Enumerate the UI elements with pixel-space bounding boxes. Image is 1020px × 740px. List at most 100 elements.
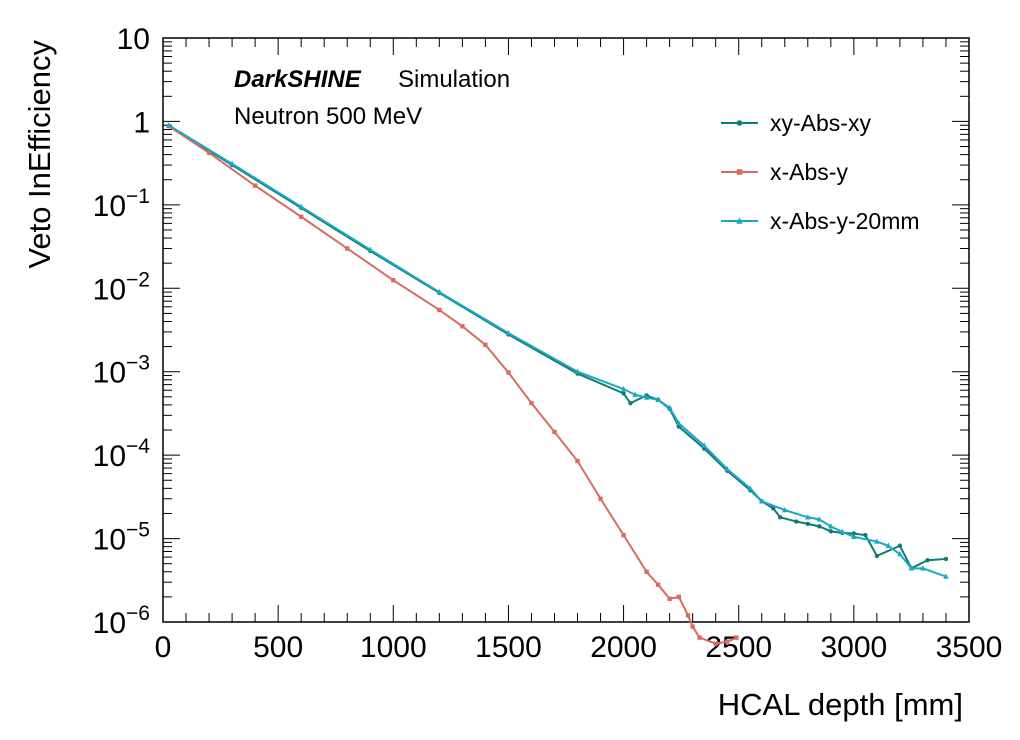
data-point [734, 635, 739, 640]
x-tick-label: 500 [253, 631, 303, 664]
data-point [816, 516, 823, 522]
x-tick-label: 1500 [475, 631, 542, 664]
data-point [345, 246, 350, 251]
data-point [851, 533, 857, 540]
y-tick-label: 1 [133, 106, 150, 139]
y-tick-label: 10−2 [93, 268, 150, 306]
series-line [168, 125, 947, 570]
data-point [817, 524, 822, 529]
data-point [805, 521, 810, 527]
y-tick-label: 10−6 [93, 602, 150, 640]
legend-entry: x-Abs-y-20mm [721, 208, 920, 234]
data-point [206, 150, 212, 156]
data-point [724, 465, 730, 472]
data-point [667, 596, 672, 601]
data-point [574, 368, 581, 374]
data-point [298, 214, 304, 219]
data-point [943, 556, 949, 562]
x-tick-label: 1000 [360, 631, 427, 664]
axis-ticks [162, 37, 970, 623]
series-x-Abs-y [166, 123, 739, 646]
data-point [863, 532, 868, 538]
data-point [851, 531, 857, 536]
data-point [598, 496, 603, 501]
data-point [575, 458, 580, 464]
y-tick-label: 10−5 [93, 519, 150, 557]
x-tick-label: 2500 [705, 631, 772, 664]
data-point [391, 278, 396, 283]
data-point [676, 594, 682, 600]
data-point [794, 519, 799, 524]
plot-frame [162, 37, 970, 623]
data-point [685, 613, 691, 618]
series-layer [166, 122, 949, 646]
data-point [437, 307, 442, 313]
data-point [874, 553, 880, 559]
data-point [460, 324, 465, 329]
data-point [298, 203, 304, 209]
data-point [777, 515, 783, 520]
data-point [736, 169, 743, 175]
data-point [736, 217, 743, 224]
series-line [168, 125, 737, 645]
data-point [483, 342, 488, 348]
data-point [229, 160, 235, 167]
data-point [676, 420, 682, 426]
y-axis-title: Veto InEfficiency [22, 40, 57, 269]
x-tick-label: 2000 [590, 631, 657, 664]
data-point [725, 639, 730, 644]
data-point [367, 246, 373, 252]
data-point [628, 400, 633, 406]
data-point [697, 635, 702, 640]
tick-labels: 0 500 1000 1500 2000 2500 3000 3500 10 1 10−1 10−2 1… [93, 23, 1003, 664]
data-point [701, 442, 707, 448]
data-point [885, 542, 892, 548]
data-point [874, 538, 880, 544]
data-point [506, 370, 511, 375]
data-point [621, 391, 626, 396]
data-point [839, 528, 846, 535]
data-point [897, 550, 903, 557]
x-tick-label: 3000 [820, 631, 887, 664]
data-point [805, 514, 811, 520]
data-point [771, 506, 776, 511]
data-point [436, 288, 443, 295]
y-tick-label: 10−3 [93, 352, 150, 390]
legend-label: x-Abs-y [770, 159, 848, 185]
x-axis-title: HCAL depth [mm] [718, 687, 963, 722]
data-point [943, 573, 949, 579]
legend: xy-Abs-xy x-Abs-y x-Abs-y-20mm [721, 110, 920, 234]
data-point [505, 329, 512, 336]
series-line [168, 124, 947, 578]
data-point [166, 122, 172, 128]
data-point [252, 183, 258, 188]
data-point [782, 506, 788, 513]
data-point [713, 641, 718, 646]
x-tick-label: 3500 [936, 631, 1003, 664]
legend-label: xy-Abs-xy [770, 110, 871, 136]
data-point [529, 400, 534, 406]
data-point [690, 624, 695, 629]
data-point [747, 485, 753, 491]
data-point [920, 565, 926, 571]
legend-label: x-Abs-y-20mm [770, 208, 920, 234]
data-point [666, 404, 673, 410]
y-tick-label: 10−1 [93, 185, 150, 223]
legend-entry: x-Abs-y [721, 159, 848, 185]
data-point [620, 385, 627, 392]
series-xy-Abs-xy [166, 123, 949, 571]
data-point [759, 498, 765, 504]
data-point [643, 394, 650, 400]
brand-label: DarkSHINE [234, 66, 362, 93]
data-point [655, 582, 661, 587]
y-tick-label: 10−4 [93, 435, 151, 473]
simulation-label: Simulation [398, 66, 510, 93]
data-point [828, 529, 834, 534]
subtitle-label: Neutron 500 MeV [234, 103, 422, 130]
data-point [644, 569, 649, 574]
y-tick-label: 10 [117, 23, 150, 56]
data-point [655, 396, 661, 403]
data-point [552, 429, 557, 435]
data-point [925, 558, 930, 563]
